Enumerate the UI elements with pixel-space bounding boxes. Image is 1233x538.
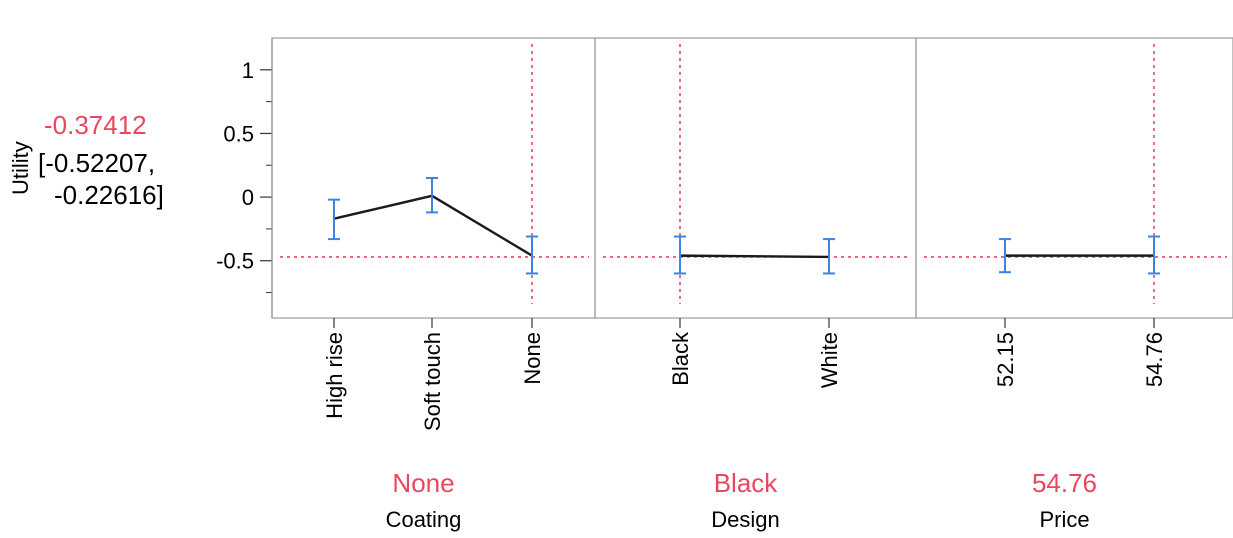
category-label-design: White [817, 332, 842, 388]
y-tick-label: 0.5 [223, 121, 254, 146]
y-tick-label: 1 [242, 58, 254, 83]
prediction-readout: Utility -0.37412 [-0.52207, -0.22616] [0, 0, 200, 300]
design-profile-line [679, 254, 830, 259]
confidence-interval-upper: -0.22616] [54, 180, 164, 210]
y-tick-label: -0.5 [216, 249, 254, 274]
y-tick-label: 0 [242, 185, 254, 210]
category-label-price: 54.76 [1142, 332, 1167, 387]
price-factor-name: Price [1039, 507, 1089, 532]
price-panel-frame [915, 37, 1233, 319]
category-label-price: 52.15 [993, 332, 1018, 387]
category-label-coating: None [520, 332, 545, 385]
coating-current-value: None [392, 468, 454, 498]
design-panel-frame [594, 37, 917, 319]
price-current-value: 54.76 [1032, 468, 1097, 498]
category-label-coating: High rise [322, 332, 347, 419]
design-current-value: Black [714, 468, 779, 498]
predicted-utility-value: -0.37412 [44, 110, 147, 140]
confidence-interval-lower: [-0.52207, [38, 148, 156, 178]
category-label-design: Black [668, 331, 693, 386]
coating-factor-name: Coating [386, 507, 462, 532]
category-label-coating: Soft touch [420, 332, 445, 431]
design-factor-name: Design [711, 507, 779, 532]
